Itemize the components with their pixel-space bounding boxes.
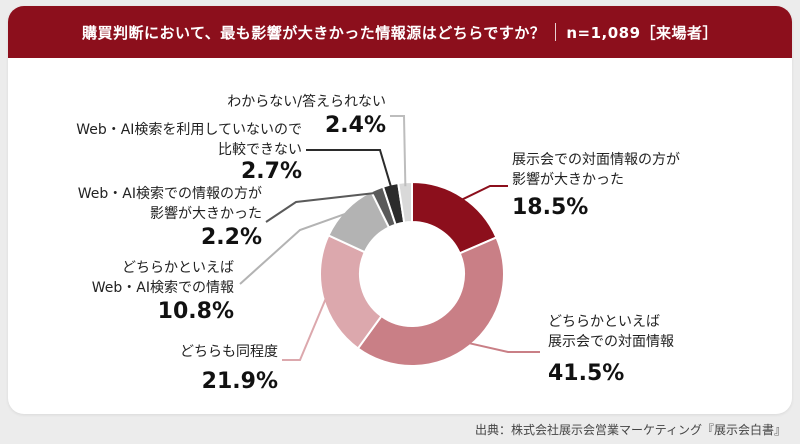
source-note: 出典：株式会社展示会営業マーケティング『展示会白書』 [474, 423, 786, 437]
slice-label: 影響が大きかった [512, 171, 624, 188]
slice-label: Web・AI検索での情報 [92, 279, 234, 296]
slice-percentage: 2.2% [201, 225, 262, 250]
question-text: 購買判断において、最も影響が大きかった情報源はどちらですか？ [81, 23, 546, 42]
leader-line [390, 115, 407, 187]
banner-divider [555, 23, 557, 41]
slice-label: Web・AI検索を利用していないので [76, 121, 302, 138]
donut-slice [356, 236, 505, 367]
slice-percentage: 21.9% [202, 369, 278, 394]
slice-label: 展示会での対面情報の方が [512, 152, 680, 168]
question-banner: 購買判断において、最も影響が大きかった情報源はどちらですか？ n=1,089［来… [8, 6, 792, 58]
slice-label: 比較できない [218, 142, 302, 158]
leader-line [239, 211, 350, 285]
donut-slice [397, 180, 413, 224]
slice-label: 影響が大きかった [150, 205, 262, 222]
leader-line [466, 341, 540, 353]
slice-label: どちらかといえば [122, 260, 234, 276]
leader-line [282, 295, 328, 361]
leader-line [265, 191, 379, 223]
slice-percentage: 2.7% [241, 159, 302, 184]
leader-line [459, 185, 508, 202]
slice-label: 展示会での対面情報 [548, 334, 674, 350]
slice-label: どちらも同程度 [180, 344, 278, 360]
slice-percentage: 18.5% [512, 195, 588, 220]
slice-label: Web・AI検索での情報の方が [78, 185, 262, 202]
slice-label: わからない/答えられない [227, 93, 386, 110]
slice-percentage: 2.4% [325, 113, 386, 138]
sample-size: n=1,089［来場者］ [566, 23, 719, 42]
leader-line [306, 149, 393, 189]
slice-percentage: 10.8% [158, 299, 234, 324]
slice-percentage: 41.5% [548, 361, 624, 386]
slice-label: どちらかといえば [548, 314, 660, 330]
